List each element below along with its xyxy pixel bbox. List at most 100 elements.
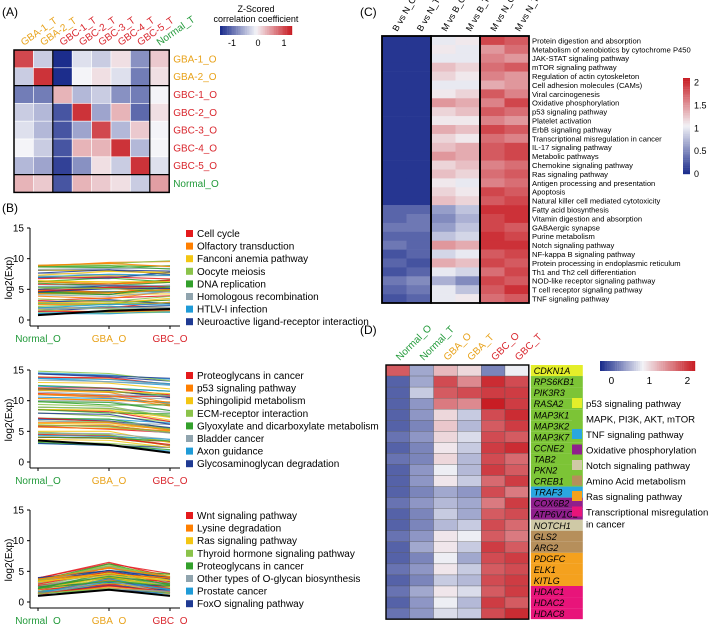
heatmap-a-cell	[71, 67, 92, 86]
heatmap-d-gene-label: MAP3K2	[534, 421, 570, 431]
heatmap-c-cell	[455, 231, 481, 241]
legend-b-label: Homologous recombination	[197, 292, 319, 303]
legend-b-swatch	[186, 255, 193, 263]
colorbar-c-segment	[683, 153, 690, 155]
heatmap-c-cell	[480, 240, 505, 250]
heatmap-c-cell	[382, 258, 407, 268]
heatmap-c-cell	[382, 53, 407, 63]
legend-b-swatch	[186, 422, 193, 430]
trend-line	[37, 385, 171, 392]
colorbar-d-segment	[647, 361, 650, 371]
colorbar-d-segment	[617, 361, 620, 371]
gene-group-band	[530, 530, 583, 542]
plot-b-x-tick-label: Normal_O	[15, 476, 61, 487]
heatmap-d-cell	[433, 530, 458, 542]
heatmap-c-cell	[480, 222, 505, 233]
heatmap-a-cell	[71, 103, 92, 122]
colorbar-d-segment	[619, 361, 622, 371]
colorbar-c-segment	[683, 129, 690, 131]
heatmap-c-row-label: Transcriptional misregulation in cancer	[532, 134, 662, 143]
legend-d-swatch	[572, 444, 582, 455]
colorbar-d-segment	[674, 361, 677, 371]
legend-a-swatch	[270, 26, 273, 35]
legend-a-swatch	[259, 26, 262, 35]
heatmap-c-cell	[382, 71, 407, 81]
plot-b-x-tick-label: GBA_O	[92, 334, 127, 345]
legend-a-swatch	[263, 26, 266, 35]
legend-b-swatch	[186, 280, 193, 288]
colorbar-c-segment	[683, 116, 690, 119]
heatmap-d-cell	[385, 530, 410, 542]
heatmap-c-row-label: Viral carcinogenesis	[532, 90, 600, 99]
heatmap-c-cell	[455, 285, 481, 295]
plot-b-y-tick-label: 0	[18, 316, 24, 327]
colorbar-d-segment	[641, 361, 644, 371]
heatmap-a-cell	[52, 85, 73, 104]
heatmap-d-cell	[504, 475, 529, 487]
heatmap-d-cell	[457, 386, 482, 399]
heatmap-c-cell	[504, 249, 530, 259]
heatmap-d-cell	[385, 453, 410, 465]
legend-b-swatch	[186, 318, 193, 326]
heatmap-d-cell	[409, 431, 434, 443]
heatmap-c-cell	[480, 160, 505, 170]
colorbar-c-segment	[683, 164, 690, 167]
heatmap-a-cell	[52, 156, 73, 175]
heatmap-c-cell	[406, 44, 432, 55]
legend-b-swatch	[186, 435, 193, 442]
heatmap-c-row-label: Cell adhesion molecules (CAMs)	[532, 81, 643, 90]
legend-b-label: Thyroid hormone signaling pathway	[197, 549, 355, 560]
colorbar-c-segment	[683, 170, 690, 173]
legend-d-swatch	[572, 460, 582, 470]
heatmap-c-cell	[504, 71, 530, 81]
colorbar-c-segment	[683, 134, 690, 136]
trend-line	[37, 269, 171, 273]
trend-line	[37, 434, 171, 440]
heatmap-d-cell	[433, 519, 458, 531]
heatmap-d-cell	[481, 464, 506, 476]
heatmap-a-cell	[52, 138, 73, 158]
panel-c-label: (C)	[360, 5, 377, 19]
heatmap-c-cell	[480, 169, 505, 179]
legend-a-swatch	[272, 26, 275, 35]
heatmap-a-cell	[13, 49, 34, 69]
heatmap-c-cell	[431, 62, 456, 72]
colorbar-c-segment	[683, 132, 690, 135]
heatmap-c-cell	[480, 187, 505, 197]
heatmap-c-cell	[406, 80, 432, 90]
heatmap-c-cell	[406, 151, 432, 161]
colorbar-c-segment	[683, 92, 690, 95]
heatmap-d-cell	[409, 475, 434, 487]
panel-a: (A) GBA-1_TGBA-2_TGBC-1_TGBC-2_TGBC-3_TG…	[2, 4, 299, 194]
colorbar-c-segment	[683, 138, 690, 141]
colorbar-c-segment	[683, 98, 690, 101]
heatmap-d-cell	[504, 585, 529, 598]
heatmap-c-row-label: Ras signaling pathway	[532, 170, 608, 179]
heatmap-a-cell	[52, 103, 73, 122]
legend-a-swatch	[230, 26, 233, 35]
heatmap-d-cell	[385, 397, 410, 410]
heatmap-d-cell	[481, 519, 506, 531]
heatmap-c-cell	[455, 116, 481, 126]
trend-line	[37, 438, 171, 448]
colorbar-c-segment	[683, 158, 690, 160]
heatmap-d-cell	[457, 574, 482, 587]
heatmap-d-cell	[385, 375, 410, 388]
heatmap-d-gene-label: PIK3R3	[534, 388, 565, 398]
heatmap-d-cell	[409, 508, 434, 520]
heatmap-c-cell	[480, 80, 505, 90]
legend-b-label: ECM-receptor interaction	[197, 409, 308, 420]
heatmap-c-cell	[455, 133, 481, 144]
heatmap-c-cell	[480, 44, 505, 55]
colorbar-d-segment	[683, 361, 686, 371]
legend-a-swatch	[261, 26, 264, 35]
heatmap-d-cell	[433, 497, 458, 509]
heatmap-c-cell	[431, 196, 456, 206]
heatmap-d-gene-label: CREB1	[534, 477, 564, 487]
heatmap-d-gene-label: MAP3K1	[534, 410, 570, 420]
colorbar-c-segment	[683, 119, 690, 122]
heatmap-d-cell	[457, 475, 482, 487]
colorbar-d-segment	[677, 361, 680, 371]
heatmap-d-cell	[481, 442, 506, 454]
legend-b-label: Neuroactive ligand-receptor interaction	[197, 317, 369, 328]
